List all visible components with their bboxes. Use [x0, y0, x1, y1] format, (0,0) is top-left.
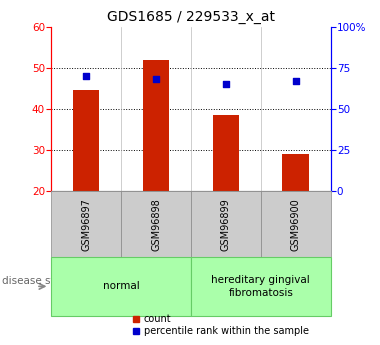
Text: hereditary gingival
fibromatosis: hereditary gingival fibromatosis	[211, 275, 310, 297]
Bar	[143, 60, 169, 191]
Bar	[73, 90, 100, 191]
Bar	[212, 115, 239, 191]
Point	[153, 77, 159, 82]
Text: disease state: disease state	[2, 276, 71, 286]
Text: GSM96898: GSM96898	[151, 198, 161, 250]
Point	[223, 81, 229, 87]
Title: GDS1685 / 229533_x_at: GDS1685 / 229533_x_at	[107, 10, 275, 24]
Text: GSM96899: GSM96899	[221, 198, 231, 250]
Bar	[282, 154, 309, 191]
Legend: count, percentile rank within the sample: count, percentile rank within the sample	[128, 310, 313, 340]
Point	[83, 73, 89, 79]
Point	[293, 78, 299, 84]
Text: normal: normal	[103, 282, 139, 291]
Text: GSM96897: GSM96897	[81, 198, 91, 251]
Text: GSM96900: GSM96900	[291, 198, 301, 250]
